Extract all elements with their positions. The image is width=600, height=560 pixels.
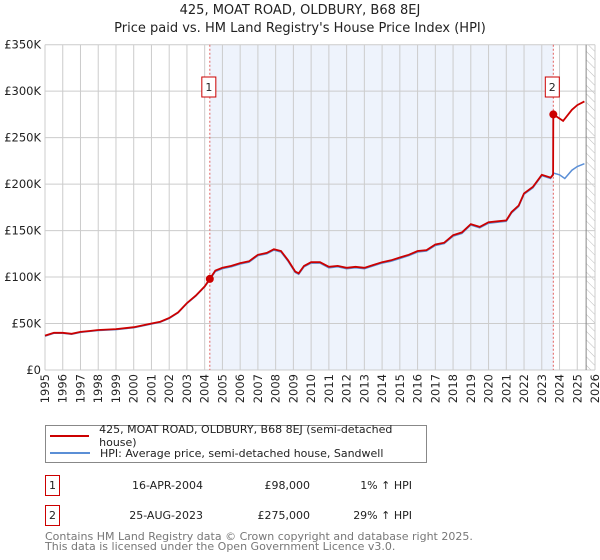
y-tick-label: £0 (26, 363, 41, 377)
x-tick-label: 1999 (109, 374, 123, 403)
y-tick-label: £250K (4, 131, 41, 145)
legend-label-property: 425, MOAT ROAD, OLDBURY, B68 8EJ (semi-d… (99, 423, 393, 449)
transaction-marker: 2 (45, 505, 60, 526)
x-tick-label: 2021 (499, 374, 513, 403)
x-tick-label: 1996 (56, 374, 70, 403)
x-tick-label: 2003 (180, 374, 194, 403)
x-tick-label: 1995 (38, 374, 52, 403)
y-tick-label: £50K (12, 317, 42, 331)
x-tick-label: 2009 (286, 374, 300, 403)
legend: 425, MOAT ROAD, OLDBURY, B68 8EJ (semi-d… (45, 423, 427, 463)
chart-title: 425, MOAT ROAD, OLDBURY, B68 8EJ (179, 3, 421, 18)
x-tick-label: 2017 (428, 374, 442, 403)
y-tick-label: £200K (4, 177, 41, 191)
x-tick-label: 2015 (393, 374, 407, 403)
transaction-row: 1 16-APR-2004 £98,000 1% ↑ HPI (45, 475, 465, 496)
x-tick-label: 2001 (144, 374, 158, 403)
x-tick-label: 2022 (517, 374, 531, 403)
price-chart: 1995 1996 1997 1998 1999 2000 2001 2002 2003 2004… (4, 38, 600, 404)
x-tick-label: 1997 (73, 374, 87, 403)
transaction-price: £275,000 (257, 509, 311, 522)
legend-swatch-hpi (50, 452, 90, 454)
transaction-date: 25-AUG-2023 (129, 509, 203, 522)
sale-marker-box (544, 76, 560, 98)
footer-copyright: Contains HM Land Registry data © Crown c… (45, 530, 473, 543)
shaded-period (209, 44, 554, 370)
x-tick-label: 1998 (91, 374, 105, 403)
x-tick-label: 2002 (162, 374, 176, 403)
y-tick-label: £350K (4, 38, 41, 52)
x-tick-label: 2005 (215, 374, 229, 403)
x-tick-label: 2007 (251, 374, 265, 403)
x-tick-label: 2011 (322, 374, 336, 403)
transaction-marker: 1 (45, 475, 60, 496)
x-tick-label: 2006 (233, 374, 247, 403)
y-tick-label: £300K (4, 84, 41, 98)
y-tick-label: £150K (4, 224, 41, 238)
property-price-line (44, 100, 585, 337)
sale-marker-box (201, 76, 217, 98)
sale-marker-label: 1 (205, 81, 212, 94)
transaction-hpi: 29% ↑ HPI (353, 509, 412, 522)
legend-label-hpi: HPI: Average price, semi-detached house,… (100, 446, 384, 460)
transaction-row: 2 25-AUG-2023 £275,000 29% ↑ HPI (45, 505, 465, 526)
x-tick-label: 2014 (375, 374, 389, 403)
x-tick-label: 2013 (357, 374, 371, 403)
forecast-hatch (586, 44, 595, 370)
x-tick-label: 2020 (482, 374, 496, 403)
legend-swatch-property (50, 435, 90, 437)
transaction-hpi: 1% ↑ HPI (360, 479, 412, 492)
transaction-price: £98,000 (264, 479, 311, 492)
sale-point (549, 110, 558, 119)
x-tick-label: 2024 (553, 374, 567, 403)
legend-item-hpi: HPI: Average price, semi-detached house,… (50, 445, 383, 461)
x-tick-label: 2010 (304, 374, 318, 403)
x-tick-label: 2018 (446, 374, 460, 403)
x-tick-label: 2004 (198, 374, 212, 403)
x-tick-label: 2000 (127, 374, 141, 403)
sale-marker-label: 2 (549, 81, 556, 94)
y-tick-label: £100K (4, 270, 41, 284)
transaction-date: 16-APR-2004 (131, 479, 203, 492)
x-tick-label: 2026 (588, 374, 600, 403)
x-tick-label: 2019 (464, 374, 478, 403)
x-tick-label: 2025 (570, 374, 584, 403)
x-tick-label: 2016 (411, 374, 425, 403)
legend-item-property: 425, MOAT ROAD, OLDBURY, B68 8EJ (semi-d… (50, 423, 426, 449)
sale-point (205, 274, 214, 283)
footer-licence: This data is licensed under the Open Gov… (45, 540, 396, 553)
x-tick-label: 2008 (269, 374, 283, 403)
chart-subtitle: Price paid vs. HM Land Registry's House … (114, 21, 486, 36)
x-tick-label: 2012 (340, 374, 354, 403)
x-tick-label: 2023 (535, 374, 549, 403)
